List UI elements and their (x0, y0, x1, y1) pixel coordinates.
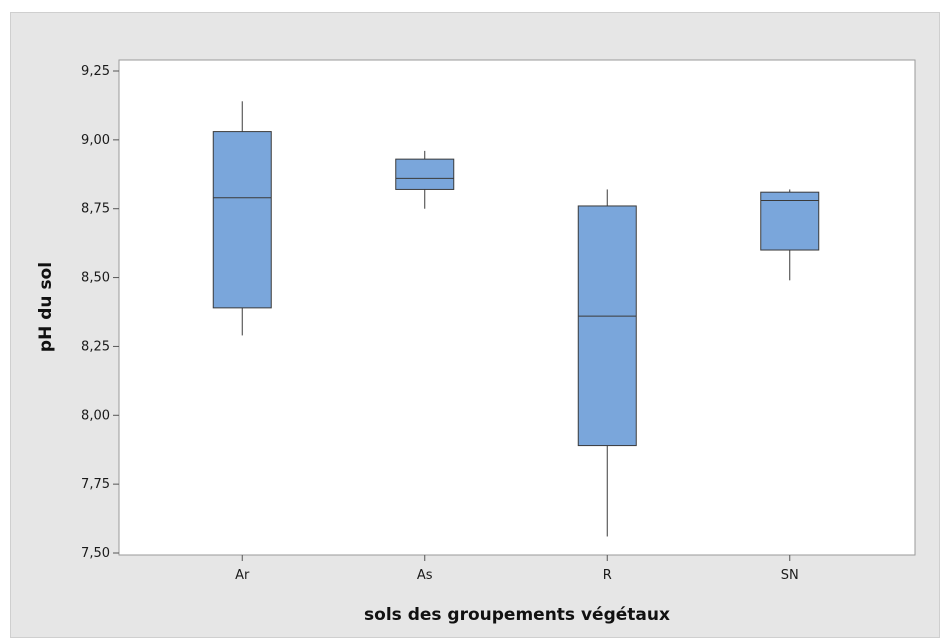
box-body (760, 191, 820, 251)
x-axis-title: sols des groupements végétaux (364, 605, 670, 625)
x-tick-label: SN (781, 568, 799, 583)
y-axis: 7,50 7,75 8,00 8,25 8,50 8,75 9,00 9,25 (81, 64, 119, 561)
x-tick-label: Ar (235, 568, 250, 583)
y-tick-label: 8,75 (81, 202, 110, 217)
box-r (577, 189, 637, 537)
y-tick-label: 7,75 (81, 477, 110, 492)
y-tick-label: 9,00 (81, 133, 110, 148)
chart-frame: 7,50 7,75 8,00 8,25 8,50 8,75 9,00 9,25 Ar As R SN… (10, 12, 940, 638)
y-tick-label: 7,50 (81, 546, 110, 561)
box-plot-chart: 7,50 7,75 8,00 8,25 8,50 8,75 9,00 9,25 Ar As R SN… (36, 59, 916, 625)
y-axis-title: pH du sol (36, 262, 56, 352)
y-tick-label: 8,50 (81, 271, 110, 286)
box-body (577, 205, 637, 447)
y-tick-label: 9,25 (81, 64, 110, 79)
x-axis: Ar As R SN (235, 555, 799, 583)
box-ar (212, 101, 272, 336)
boxes-layer (212, 101, 820, 537)
x-tick-label: As (417, 568, 433, 583)
box-body (395, 158, 455, 190)
box-as (395, 150, 455, 209)
box-body (212, 131, 272, 309)
box-sn (760, 189, 820, 281)
y-tick-label: 8,25 (81, 339, 110, 354)
x-tick-label: R (603, 568, 612, 583)
y-tick-label: 8,00 (81, 408, 110, 423)
